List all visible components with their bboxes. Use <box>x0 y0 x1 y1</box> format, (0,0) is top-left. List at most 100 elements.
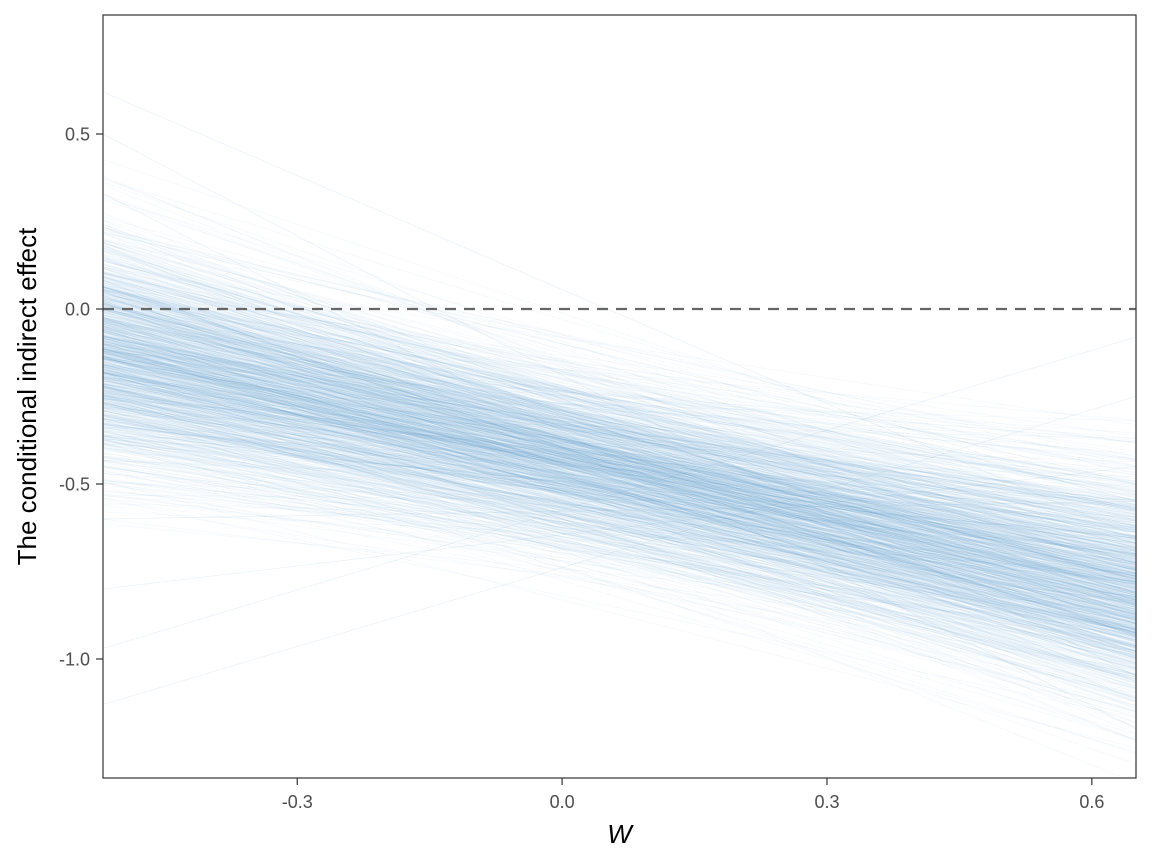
posterior-draw-line <box>103 314 1136 613</box>
posterior-draw-line <box>103 251 1136 662</box>
posterior-draw-line <box>103 301 1136 630</box>
posterior-draw-line <box>103 300 1136 614</box>
posterior-draw-line <box>103 260 1136 510</box>
posterior-draw-line <box>103 443 1136 605</box>
posterior-draw-line <box>103 265 1136 569</box>
posterior-draw-line <box>103 392 1136 661</box>
posterior-draw-line <box>103 286 1136 521</box>
posterior-draw-line <box>103 442 1136 622</box>
posterior-draw-line <box>103 403 1136 680</box>
posterior-draw-line <box>103 303 1136 591</box>
posterior-draw-line <box>103 404 1136 605</box>
posterior-draw-line <box>103 414 1136 439</box>
posterior-draw-line <box>103 427 1136 562</box>
posterior-draw-line <box>103 352 1136 588</box>
posterior-draw-line <box>103 348 1136 631</box>
posterior-draw-line <box>103 289 1136 603</box>
posterior-draw-line <box>103 353 1136 601</box>
posterior-draw-line <box>103 386 1136 673</box>
posterior-draw-line <box>103 355 1136 671</box>
posterior-draw-line <box>103 383 1136 598</box>
posterior-draw-line <box>103 327 1136 691</box>
posterior-draw-line <box>103 289 1136 617</box>
posterior-draw-line <box>103 340 1136 563</box>
posterior-draw-line <box>103 296 1136 654</box>
posterior-draw-line <box>103 435 1136 539</box>
posterior-draw-line <box>103 286 1136 580</box>
posterior-draw-line <box>103 389 1136 580</box>
posterior-draw-line <box>103 238 1136 513</box>
posterior-draw-line <box>103 472 1136 584</box>
posterior-draw-line <box>103 295 1136 618</box>
posterior-draw-line <box>103 348 1136 584</box>
posterior-draw-line <box>103 372 1136 615</box>
posterior-draw-line <box>103 348 1136 638</box>
posterior-draw-line <box>103 435 1136 632</box>
posterior-draw-line <box>103 354 1136 625</box>
posterior-draw-line <box>103 403 1136 591</box>
posterior-draw-line <box>103 334 1136 593</box>
posterior-draw-line <box>103 336 1136 607</box>
posterior-draw-line <box>103 348 1136 521</box>
posterior-draw-line <box>103 463 1136 707</box>
posterior-draw-line <box>103 394 1136 604</box>
posterior-draw-line <box>103 387 1136 637</box>
posterior-draw-line <box>103 256 1136 555</box>
posterior-draw-line <box>103 348 1136 668</box>
posterior-draw-line <box>103 410 1136 624</box>
posterior-draw-line <box>103 356 1136 617</box>
posterior-draw-line <box>103 325 1136 527</box>
posterior-draw-line <box>103 226 1136 665</box>
posterior-draw-line <box>103 368 1136 565</box>
posterior-draw-line <box>103 334 1136 544</box>
posterior-draw-line <box>103 353 1136 630</box>
posterior-draw-line <box>103 394 1136 689</box>
posterior-draw-line <box>103 390 1136 670</box>
posterior-draw-line <box>103 423 1136 649</box>
posterior-draw-line <box>103 347 1136 513</box>
posterior-draw-line <box>103 354 1136 564</box>
posterior-draw-line <box>103 380 1136 610</box>
posterior-draw-line <box>103 435 1136 678</box>
posterior-draw-line <box>103 195 1136 567</box>
posterior-draw-line <box>103 360 1136 647</box>
x-axis-ticks: -0.3 0.0 0.3 0.6 <box>282 778 1104 812</box>
posterior-draw-line <box>103 390 1136 524</box>
posterior-draw-line <box>103 380 1136 566</box>
posterior-draw-line <box>103 402 1136 539</box>
posterior-draw-line <box>103 316 1136 596</box>
posterior-draw-line <box>103 325 1136 578</box>
posterior-draw-line <box>103 361 1136 648</box>
posterior-draw-line <box>103 330 1136 575</box>
posterior-draw-line <box>103 351 1136 584</box>
posterior-draw-line <box>103 371 1136 603</box>
posterior-draw-line <box>103 397 1136 583</box>
posterior-draw-line <box>103 438 1136 502</box>
posterior-draw-line <box>103 347 1136 657</box>
posterior-draw-line <box>103 289 1136 511</box>
posterior-draw-line <box>103 357 1136 593</box>
posterior-draw-line <box>103 368 1136 624</box>
posterior-draw-line <box>103 372 1136 589</box>
posterior-draw-line <box>103 300 1136 615</box>
posterior-draw-line <box>103 397 1136 693</box>
posterior-draw-line <box>103 404 1136 602</box>
posterior-draw-line <box>103 335 1136 574</box>
posterior-draw-line <box>103 268 1136 611</box>
posterior-draw-line <box>103 337 1136 601</box>
posterior-draw-line <box>103 402 1136 638</box>
posterior-draw-line <box>103 443 1136 711</box>
posterior-draw-line <box>103 346 1136 476</box>
posterior-draw-line <box>103 291 1136 600</box>
posterior-draw-line <box>103 181 1136 540</box>
posterior-draw-line <box>103 289 1136 553</box>
posterior-draw-line <box>103 346 1136 635</box>
posterior-draw-line <box>103 371 1136 606</box>
posterior-draw-lines <box>103 91 1136 778</box>
posterior-draw-line <box>103 371 1136 621</box>
posterior-draw-line <box>103 312 1136 543</box>
posterior-draw-line <box>103 419 1136 585</box>
posterior-draw-line <box>103 357 1136 580</box>
posterior-draw-line <box>103 428 1136 712</box>
posterior-draw-line <box>103 383 1136 558</box>
